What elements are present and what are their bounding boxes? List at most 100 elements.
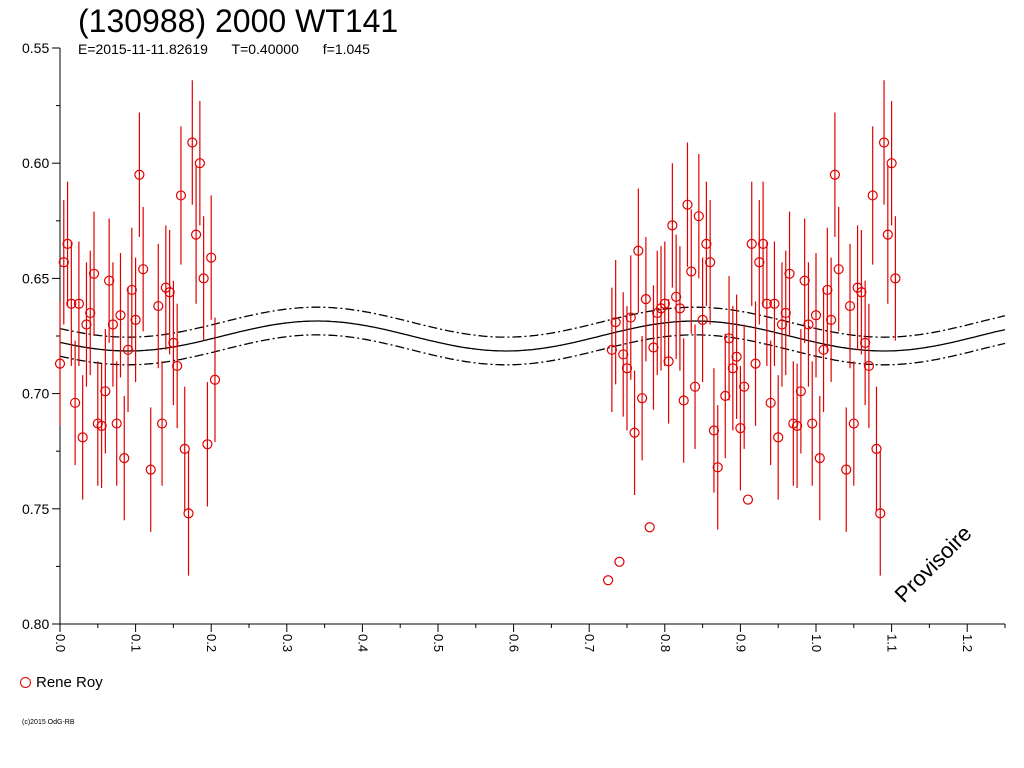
period-label: T=0.40000 <box>231 41 299 57</box>
data-point <box>875 508 886 519</box>
data-point <box>678 395 689 406</box>
data-point <box>153 300 164 312</box>
data-point <box>606 344 617 355</box>
data-point <box>122 344 134 355</box>
data-point <box>882 229 893 240</box>
data-point <box>202 439 213 450</box>
data-point <box>58 257 69 268</box>
data-point <box>96 420 107 431</box>
data-point <box>829 169 841 180</box>
x-tick-label: 0.3 <box>280 634 295 652</box>
data-point <box>856 287 867 298</box>
data-point <box>625 312 636 323</box>
fit-curves <box>59 306 1006 366</box>
factor-label: f=1.045 <box>322 41 370 57</box>
data-point <box>85 307 96 319</box>
data-point <box>776 319 788 330</box>
x-tick-label: 1.0 <box>809 634 824 652</box>
data-point <box>54 358 66 369</box>
x-tick-label: 0.2 <box>204 634 219 652</box>
data-point <box>799 275 810 286</box>
data-point <box>183 508 194 519</box>
y-tick-label: 0.65 <box>22 270 49 286</box>
data-point <box>134 169 145 180</box>
epoch-label: E=2015-11-11.82619 <box>78 41 208 57</box>
data-point <box>697 314 708 325</box>
data-point <box>100 386 111 397</box>
data-point <box>663 356 674 367</box>
data-point <box>206 252 217 263</box>
data-point <box>761 298 772 309</box>
legend: Rene Roy <box>20 674 103 691</box>
data-point <box>126 284 137 296</box>
data-point <box>814 453 825 464</box>
x-tick-label: 1.1 <box>885 634 900 652</box>
data-point <box>890 273 901 284</box>
data-point <box>674 303 686 314</box>
y-tick-label: 0.60 <box>22 155 49 171</box>
y-tick-label: 0.80 <box>22 616 49 632</box>
data-point <box>209 374 221 385</box>
data-point <box>867 190 878 201</box>
data-point <box>115 310 126 321</box>
data-point <box>145 464 156 475</box>
data-point <box>618 349 629 360</box>
data-point <box>693 211 704 222</box>
data-point <box>107 319 119 330</box>
data-point <box>66 298 77 309</box>
data-point <box>708 425 720 436</box>
data-point <box>822 284 833 296</box>
x-tick-label: 0.7 <box>582 634 597 652</box>
y-ticks: 0.55 0.60 0.65 0.70 0.75 0.80 <box>22 40 60 632</box>
data-point <box>671 291 682 302</box>
x-tick-label: 0.4 <box>355 634 370 652</box>
data-point <box>871 443 882 454</box>
data-point <box>791 420 803 431</box>
data-point <box>863 360 875 372</box>
data-point <box>712 462 723 473</box>
data-point <box>602 575 614 586</box>
fit-lower-bound <box>59 334 1006 366</box>
chart-title: (130988) 2000 WT141 <box>78 3 399 39</box>
y-tick-label: 0.70 <box>22 386 49 402</box>
data-point <box>119 453 130 464</box>
data-point <box>130 314 141 325</box>
data-point <box>773 432 784 443</box>
data-point <box>614 556 625 567</box>
data-point <box>621 363 633 374</box>
data-point <box>731 351 742 362</box>
data-point <box>701 238 712 249</box>
data-point <box>610 317 621 328</box>
data-point <box>81 319 92 330</box>
data-point <box>807 418 818 429</box>
data-point <box>765 397 776 408</box>
data-point <box>644 522 655 533</box>
x-tick-label: 0.8 <box>658 634 673 652</box>
data-point <box>769 298 780 309</box>
data-point <box>795 386 806 397</box>
data-point <box>757 238 769 249</box>
data-point <box>727 363 738 374</box>
data-point <box>179 443 190 454</box>
data-point <box>111 418 122 429</box>
data-point <box>689 381 701 392</box>
data-point <box>667 220 678 231</box>
data-point <box>156 418 168 429</box>
data-point <box>720 390 731 402</box>
data-point <box>70 397 81 408</box>
x-tick-label: 0.9 <box>733 634 748 652</box>
data-point <box>803 319 814 330</box>
legend-label: Rene Roy <box>36 674 103 691</box>
data-point <box>754 257 765 268</box>
data-point <box>810 310 822 321</box>
data-point <box>629 427 640 438</box>
data-point <box>742 494 754 505</box>
data-point <box>62 238 73 249</box>
data-point <box>705 257 716 268</box>
x-tick-label: 0.5 <box>431 634 446 652</box>
data-point <box>848 418 859 429</box>
data-point <box>746 238 757 249</box>
y-tick-label: 0.55 <box>22 40 49 56</box>
data-points <box>54 80 901 586</box>
x-ticks: 0.0 0.1 0.2 0.3 0.4 0.5 0.6 0.7 0.8 0.9 1.0 1.1 1.2 <box>53 624 1006 652</box>
